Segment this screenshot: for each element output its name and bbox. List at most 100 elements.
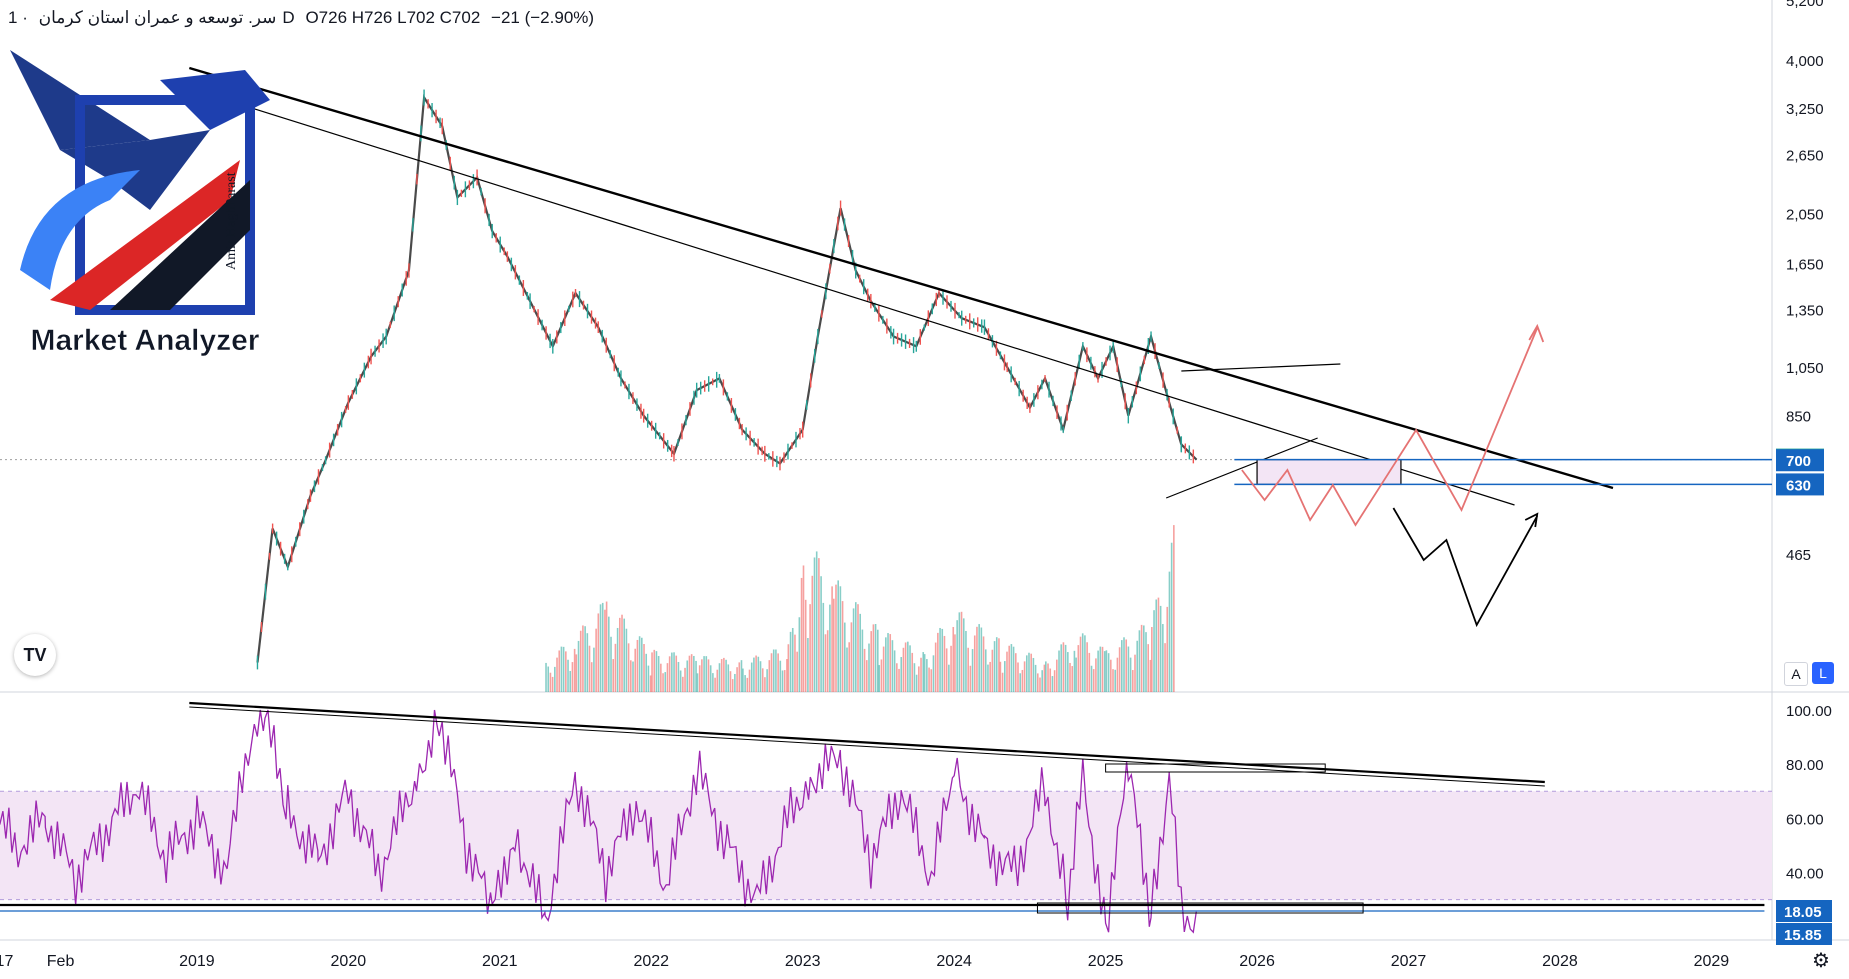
volume-bar — [604, 609, 606, 692]
volume-bar — [688, 655, 691, 692]
time-tick-label: 2022 — [633, 953, 669, 970]
volume-bar — [1030, 653, 1032, 692]
rsi-downtrend-line — [189, 701, 1545, 784]
time-tick-label: Feb — [47, 953, 75, 970]
volume-bar — [1092, 669, 1095, 692]
volume-bar — [1140, 624, 1143, 692]
volume-bar — [1116, 657, 1119, 692]
volume-bar — [880, 659, 883, 692]
volume-bar — [748, 669, 751, 692]
volume-bar — [1134, 654, 1136, 692]
volume-bar — [605, 601, 608, 692]
rsi-pane: 100.00 80.00 60.00 40.00 18.05 15.85 — [0, 701, 1832, 945]
gear-icon[interactable]: ⚙ — [1812, 950, 1830, 972]
volume-bar — [675, 655, 678, 692]
volume-bar — [807, 638, 809, 692]
volume-bar — [1166, 606, 1169, 692]
volume-bar — [902, 647, 905, 692]
volume-bar — [865, 660, 868, 692]
tradingview-logo-icon[interactable]: TV — [14, 634, 56, 676]
volume-bar — [870, 631, 872, 692]
inner-downtrend-line — [181, 85, 1515, 506]
volume-bar — [796, 651, 798, 692]
volume-bar — [660, 663, 662, 692]
volume-bar — [948, 664, 950, 692]
price-tick-label: 1,350 — [1786, 303, 1824, 320]
volume-bar — [673, 652, 675, 692]
volume-bar — [679, 670, 682, 692]
volume-bar — [1114, 669, 1117, 692]
time-tick-label: 2024 — [936, 953, 972, 970]
volume-bar — [1014, 653, 1017, 692]
volume-bar — [1151, 627, 1153, 692]
volume-bar — [701, 659, 703, 692]
price-axis: 5,200 4,000 3,250 2,650 2,050 1,650 1,350 1,050… — [1776, 0, 1824, 564]
volume-bar — [586, 633, 589, 692]
volume-bar — [1073, 650, 1076, 692]
auto-scale-button[interactable]: A — [1784, 662, 1808, 686]
volume-bar — [657, 655, 660, 692]
volume-bar — [857, 604, 859, 692]
volume-bar — [907, 641, 909, 692]
volume-bar — [1075, 657, 1077, 692]
price-level-badge — [1776, 449, 1824, 472]
time-tick-label: 2029 — [1694, 953, 1730, 970]
time-tick-label: 2023 — [785, 953, 821, 970]
volume-bar — [837, 580, 839, 692]
volume-bar — [926, 659, 928, 692]
volume-bar — [1079, 636, 1082, 692]
volume-bar — [950, 645, 952, 692]
volume-bar — [987, 664, 989, 692]
volume-bar — [744, 675, 746, 692]
log-scale-button[interactable]: L — [1812, 662, 1834, 684]
volume-bar — [1129, 657, 1132, 692]
volume-bar — [545, 662, 547, 692]
volume-bar — [655, 651, 658, 692]
volume-bar — [1001, 672, 1004, 692]
volume-bar — [1101, 646, 1104, 692]
volume-bar — [904, 642, 907, 692]
volume-bar — [846, 647, 848, 692]
volume-bar — [712, 673, 714, 692]
interval-label[interactable]: 1D — [8, 8, 295, 27]
volume-bar — [913, 663, 916, 692]
volume-bar — [772, 649, 775, 692]
volume-bar — [662, 673, 664, 692]
volume-bar — [835, 584, 837, 692]
volume-bar — [1041, 670, 1043, 692]
volume-bar — [1034, 664, 1037, 692]
volume-bar — [597, 613, 600, 692]
volume-bar — [1153, 610, 1155, 692]
volume-bar — [941, 628, 944, 692]
volume-bar — [571, 662, 574, 692]
volume-bar — [584, 626, 586, 692]
ohlc-values: O726 H726 L702 C702 — [305, 8, 481, 27]
volume-bar — [554, 666, 556, 692]
volume-bar — [1003, 661, 1006, 692]
volume-bar — [1032, 657, 1035, 692]
volume-bar — [922, 652, 925, 692]
volume-bar — [1125, 639, 1128, 692]
bearish-scenario-path — [1392, 507, 1538, 628]
volume-bar — [579, 630, 582, 692]
volume-bar — [809, 604, 811, 692]
volume-bar — [930, 669, 933, 692]
logo-brand-text: Market Analyzer — [31, 324, 260, 357]
volume-bar — [777, 653, 779, 692]
volume-bar — [993, 641, 996, 692]
volume-bar — [556, 657, 558, 692]
time-tick-label: 2028 — [1542, 953, 1578, 970]
volume-bar — [1006, 651, 1008, 692]
volume-bar — [643, 644, 645, 692]
volume-bar — [567, 659, 569, 692]
volume-bar — [1147, 644, 1150, 692]
volume-bar — [863, 648, 866, 692]
volume-bar — [841, 601, 844, 692]
volume-bar — [999, 661, 1002, 692]
volume-bar — [852, 608, 855, 692]
volume-bar — [1067, 652, 1069, 692]
volume-bar — [976, 626, 978, 692]
volume-bar — [893, 650, 896, 692]
volume-bar — [818, 558, 820, 692]
volume-bar — [551, 676, 554, 692]
